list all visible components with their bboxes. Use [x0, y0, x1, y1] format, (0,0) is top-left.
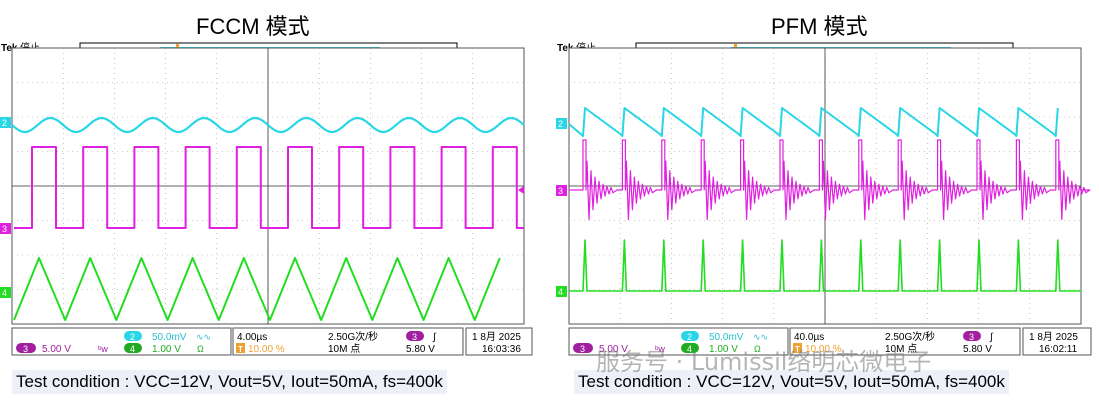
time: 16:02:11 [1039, 344, 1078, 355]
svg-text:3: 3 [412, 332, 417, 342]
trigger-source[interactable]: 3 ∫ [963, 331, 994, 343]
svg-text:∿∿: ∿∿ [196, 332, 211, 342]
record-length: 10M 点 [885, 343, 917, 355]
date: 1 8月 2025 [472, 331, 521, 343]
svg-text:3: 3 [580, 344, 585, 354]
ch4-ground-marker[interactable]: 4 [556, 286, 567, 297]
trigger-level[interactable]: 5.80 V [963, 344, 992, 355]
trigger-position[interactable]: T 10.00 % [236, 343, 285, 355]
svg-text:4: 4 [2, 288, 7, 298]
waveform-traces [568, 107, 1091, 292]
scope-screen-pfm: Tek 停止 T 2 3 4 3 5.00 V ᵇw 2 50.0mV ∿∿ 4… [556, 40, 1099, 358]
tek-logo: Tek [1, 43, 18, 54]
svg-text:2: 2 [687, 332, 692, 342]
panel-title-fccm: FCCM 模式 [196, 14, 310, 39]
ch3-readout[interactable]: 3 5.00 V ᵇw [573, 343, 665, 355]
trigger-level[interactable]: 5.80 V [406, 344, 435, 355]
svg-text:T: T [238, 345, 243, 354]
readout-timebase-box [789, 327, 1021, 356]
test-condition-fccm: Test condition : VCC=12V, Vout=5V, Iout=… [12, 370, 447, 394]
svg-text:3: 3 [969, 332, 974, 342]
trigger-level-marker[interactable] [518, 186, 524, 194]
ch2-ground-marker[interactable]: 2 [556, 118, 567, 129]
svg-text:2: 2 [558, 119, 563, 129]
scope-screen-fccm: Tek 停止 T 2 3 4 3 5.00 V ᵇw 2 50.0mV ∿∿ 4 [0, 40, 535, 358]
ch4-readout[interactable]: 4 1.00 V Ω [681, 343, 761, 355]
readout-channel-box [11, 327, 232, 356]
svg-text:50.0mV: 50.0mV [152, 332, 187, 343]
trigger-source[interactable]: 3 ∫ [406, 331, 437, 343]
svg-text:1.00 V: 1.00 V [709, 344, 738, 355]
svg-text:4: 4 [558, 287, 563, 297]
svg-text:10.00 %: 10.00 % [248, 344, 285, 355]
timebase[interactable]: 4.00µs [237, 332, 267, 343]
ch4-trace [13, 257, 501, 321]
timebase[interactable]: 40.0µs [794, 332, 824, 343]
trigger-position[interactable]: T 10.00 % [793, 343, 842, 355]
svg-text:3: 3 [558, 186, 563, 196]
readout-timebase-box [232, 327, 464, 356]
ch3-ground-marker[interactable]: 3 [556, 185, 567, 196]
svg-text:3: 3 [23, 344, 28, 354]
svg-text:Ω: Ω [197, 344, 204, 354]
svg-text:3: 3 [2, 224, 7, 234]
test-condition-pfm: Test condition : VCC=12V, Vout=5V, Iout=… [574, 370, 1009, 394]
svg-text:Ω: Ω [754, 344, 761, 354]
ch2-readout[interactable]: 2 50.0mV ∿∿ [681, 331, 768, 343]
sample-rate: 2.50G次/秒 [328, 330, 378, 343]
watermark: 服务号 · Lumissil络明芯微电子 [596, 348, 932, 376]
svg-text:∿∿: ∿∿ [753, 332, 768, 342]
svg-text:50.0mV: 50.0mV [709, 332, 744, 343]
svg-text:ᵇw: ᵇw [98, 344, 108, 354]
ch4-trace [569, 239, 1081, 292]
svg-text:ᵇw: ᵇw [655, 344, 665, 354]
svg-text:5.00 V: 5.00 V [42, 344, 71, 355]
svg-text:5.00 V: 5.00 V [599, 344, 628, 355]
waveform-traces [11, 116, 525, 321]
svg-text:2: 2 [130, 332, 135, 342]
ch3-trace [14, 146, 524, 229]
ch4-readout[interactable]: 4 1.00 V Ω [124, 343, 204, 355]
time: 16:03:36 [482, 344, 521, 355]
ch4-ground-marker[interactable]: 4 [0, 287, 11, 298]
ch2-readout[interactable]: 2 50.0mV ∿∿ [124, 331, 211, 343]
svg-text:∫: ∫ [432, 332, 437, 343]
sample-rate: 2.50G次/秒 [885, 330, 935, 343]
readout-datetime-box [1022, 327, 1092, 356]
readout-channel-box [568, 327, 789, 356]
panel-title-pfm: PFM 模式 [771, 14, 868, 39]
ch3-trace [569, 139, 1091, 221]
date: 1 8月 2025 [1029, 331, 1078, 343]
svg-text:2: 2 [2, 118, 7, 128]
ch2-ground-marker[interactable]: 2 [0, 117, 11, 128]
ch2-trace [11, 116, 525, 134]
ch3-ground-marker[interactable]: 3 [0, 223, 11, 234]
record-length: 10M 点 [328, 343, 360, 355]
svg-text:4: 4 [130, 344, 135, 354]
svg-text:10.00 %: 10.00 % [805, 344, 842, 355]
svg-text:∫: ∫ [989, 332, 994, 343]
ch2-trace [568, 107, 1059, 137]
svg-text:4: 4 [687, 344, 692, 354]
svg-text:T: T [795, 345, 800, 354]
svg-text:1.00 V: 1.00 V [152, 344, 181, 355]
tek-logo: Tek [557, 43, 574, 54]
ch3-readout[interactable]: 3 5.00 V ᵇw [16, 343, 108, 355]
grid-lines [12, 48, 524, 324]
grid-lines [569, 48, 1081, 324]
readout-datetime-box [465, 327, 533, 356]
